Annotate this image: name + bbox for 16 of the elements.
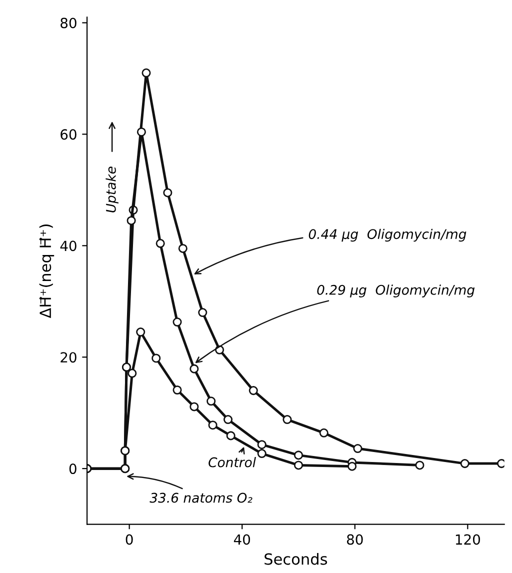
y-tick-label: 60: [60, 129, 76, 140]
annotation: Uptake: [106, 166, 118, 212]
y-tick-label: 0: [69, 464, 76, 474]
y-tick-label: 20: [60, 352, 76, 363]
x-axis-title: Seconds: [264, 553, 328, 565]
y-tick-label: 40: [60, 240, 76, 252]
annotation: 33.6 natoms O₂: [150, 492, 252, 503]
y-axis-title: ΔH⃗⁺(neq H⃗⁺): [39, 224, 54, 318]
annotation: 0.29 μg Oligomycin/mg: [317, 284, 475, 298]
y-tick-label: 80: [60, 18, 76, 28]
x-tick-label: 40: [234, 534, 250, 545]
annotation: 0.44 μg Oligomycin/mg: [308, 228, 466, 242]
x-tick-label: 80: [346, 534, 363, 545]
annotation: Control: [208, 457, 256, 468]
x-tick-label: 120: [456, 534, 480, 545]
x-tick-label: 0: [126, 534, 133, 545]
